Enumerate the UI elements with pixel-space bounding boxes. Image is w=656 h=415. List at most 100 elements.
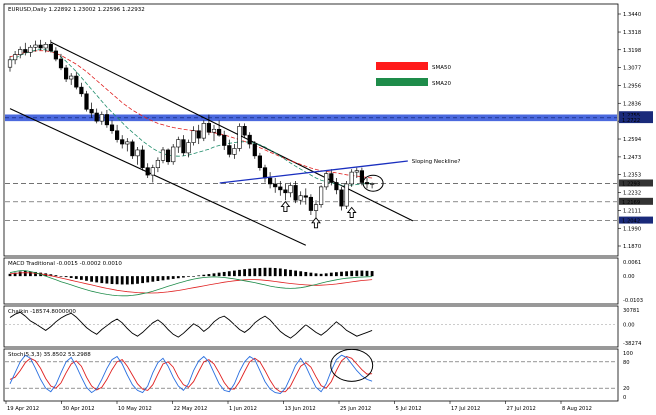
- candle-body: [293, 185, 298, 201]
- price-tick-label: 1.2956: [623, 84, 641, 90]
- macd-histogram-bar: [136, 276, 139, 284]
- candle-body: [33, 44, 38, 48]
- candle: [13, 50, 18, 65]
- macd-histogram-bar: [350, 270, 354, 277]
- macd-histogram-bar: [100, 276, 104, 284]
- candle-body: [308, 196, 314, 211]
- candle: [155, 157, 161, 173]
- candle-body: [171, 146, 176, 163]
- candle: [211, 124, 217, 142]
- macd-histogram-bar: [54, 275, 58, 277]
- candle-body: [196, 130, 201, 139]
- candle: [186, 139, 191, 158]
- candle-body: [109, 124, 115, 132]
- candle: [318, 185, 324, 208]
- macd-histogram-bar: [370, 271, 374, 277]
- price-tick-label: 1.2836: [623, 101, 641, 107]
- macd-histogram-bar: [212, 273, 216, 277]
- macd-histogram-bar: [64, 276, 68, 278]
- candle-body: [23, 49, 28, 53]
- sloping-neckline: [219, 160, 408, 184]
- candle: [79, 82, 84, 97]
- candle: [145, 163, 150, 179]
- macd-histogram-bar: [314, 273, 318, 277]
- up-arrow-shape: [280, 200, 291, 213]
- macd-histogram-bar: [115, 276, 119, 285]
- candle-body: [354, 170, 359, 173]
- candle: [293, 180, 298, 204]
- price-tag-label: 1.2722: [622, 118, 640, 124]
- price-tag: [619, 197, 653, 205]
- candle: [334, 178, 339, 195]
- candle-body: [53, 50, 58, 60]
- candle: [64, 64, 69, 82]
- price-tick-label: 1.2594: [623, 137, 642, 143]
- stoch-tick-label: 20: [623, 386, 630, 392]
- candle: [201, 120, 206, 142]
- macd-tick-label: 0.0061: [623, 260, 641, 266]
- candle: [252, 141, 257, 159]
- candle-body: [135, 149, 140, 157]
- date-tick-label: 13 Jun 2012: [285, 406, 316, 412]
- date-tick-label: 30 Apr 2012: [63, 406, 95, 412]
- candle: [364, 178, 370, 189]
- candle: [278, 180, 283, 196]
- macd-histogram-bar: [74, 276, 78, 279]
- macd-histogram-bar: [207, 274, 211, 277]
- price-tag: [619, 216, 653, 224]
- candle: [171, 144, 176, 165]
- chaikin-panel-frame: [3, 305, 619, 348]
- candle: [28, 45, 33, 57]
- candle-body: [125, 141, 130, 145]
- candle-body: [130, 141, 135, 157]
- candle: [288, 182, 293, 198]
- candle-body: [267, 177, 273, 185]
- macd-histogram-bar: [243, 269, 246, 277]
- macd-histogram-bar: [120, 276, 124, 285]
- candle-body: [181, 139, 186, 154]
- candle-body: [227, 145, 232, 155]
- macd-header: MACD Traditional -0.0015 -0.0002 0.0010: [8, 261, 122, 267]
- macd-histogram-bar: [227, 271, 231, 277]
- macd-histogram-bar: [238, 269, 241, 277]
- macd-histogram-bar: [182, 276, 185, 278]
- candle: [232, 144, 237, 159]
- candle-body: [18, 49, 23, 55]
- up-arrow-icon: [346, 206, 357, 218]
- candle: [359, 167, 365, 186]
- candle: [217, 120, 222, 137]
- candle-body: [252, 143, 257, 157]
- macd-histogram-bar: [141, 276, 144, 284]
- price-tag: [619, 116, 653, 124]
- macd-tick-label: 0.00: [623, 274, 635, 280]
- macd-histogram-bar: [340, 271, 343, 277]
- macd-histogram-bar: [49, 274, 53, 277]
- candle-body: [120, 139, 125, 145]
- stoch-d-line: [9, 355, 373, 393]
- macd-histogram-bar: [59, 276, 63, 277]
- candle-body: [79, 86, 84, 95]
- macd-histogram-bar: [289, 269, 292, 277]
- price-tag-label: 1.2042: [622, 219, 640, 225]
- candle: [324, 170, 329, 190]
- macd-histogram-bar: [131, 276, 134, 285]
- candle-body: [145, 167, 150, 176]
- stoch-header: Stoch(5,3,3) 35.8502 53.2988: [8, 352, 91, 358]
- macd-histogram-bar: [335, 272, 338, 277]
- macd-histogram-bar: [294, 270, 297, 277]
- macd-histogram-bar: [329, 272, 333, 277]
- sma20-line: [9, 49, 373, 186]
- sma50-line: [9, 50, 373, 179]
- price-tick-label: 1.2111: [623, 208, 641, 214]
- candle-body: [247, 134, 252, 145]
- candle: [267, 172, 273, 189]
- candle: [206, 114, 212, 136]
- price-tick-label: 1.3198: [623, 48, 641, 54]
- candle-body: [191, 130, 196, 143]
- candle: [354, 167, 359, 179]
- candle-body: [278, 186, 283, 191]
- price-tag: [619, 111, 653, 119]
- candle-body: [64, 67, 69, 80]
- candle: [69, 73, 74, 85]
- resistance-zone: [5, 114, 617, 122]
